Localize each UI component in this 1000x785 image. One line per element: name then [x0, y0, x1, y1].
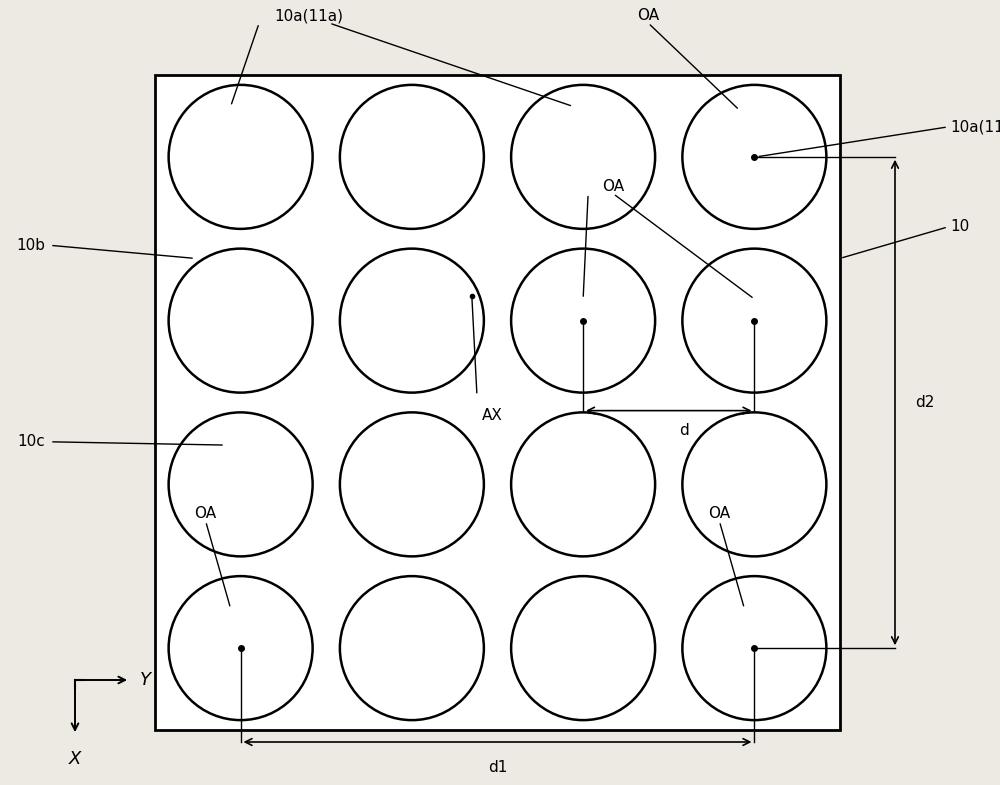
Text: X: X: [69, 750, 81, 768]
Text: 10a(11a): 10a(11a): [275, 8, 344, 23]
Text: Y: Y: [140, 671, 151, 689]
Text: OA: OA: [602, 179, 624, 194]
Circle shape: [682, 576, 826, 720]
Circle shape: [340, 249, 484, 392]
Circle shape: [682, 85, 826, 229]
Text: OA: OA: [637, 8, 659, 23]
Circle shape: [169, 85, 313, 229]
Circle shape: [511, 249, 655, 392]
Circle shape: [511, 576, 655, 720]
Circle shape: [340, 85, 484, 229]
Text: d1: d1: [488, 760, 507, 775]
Circle shape: [682, 249, 826, 392]
Circle shape: [169, 412, 313, 557]
Text: d: d: [679, 422, 688, 437]
Circle shape: [511, 85, 655, 229]
Text: 10: 10: [950, 219, 969, 235]
Circle shape: [169, 576, 313, 720]
Circle shape: [340, 576, 484, 720]
Text: 10c: 10c: [17, 434, 45, 449]
Text: OA: OA: [195, 506, 217, 521]
Text: OA: OA: [708, 506, 730, 521]
Circle shape: [511, 412, 655, 557]
Circle shape: [169, 249, 313, 392]
Text: AX: AX: [482, 407, 503, 422]
Circle shape: [682, 412, 826, 557]
Circle shape: [340, 412, 484, 557]
Bar: [155, 75, 840, 730]
Text: 10b: 10b: [16, 238, 45, 253]
Text: 10a(11a): 10a(11a): [950, 119, 1000, 134]
Text: d2: d2: [915, 395, 934, 410]
